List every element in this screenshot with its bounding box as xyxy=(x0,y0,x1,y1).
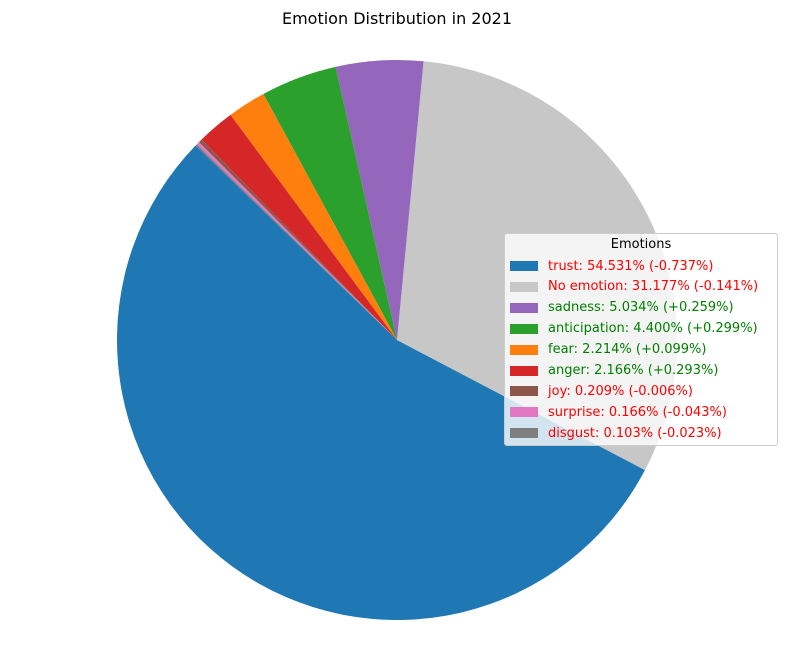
pie-slice-anger xyxy=(201,114,397,340)
legend-title: Emotions xyxy=(610,237,672,252)
legend-label: anger: 2.166% (+0.293%) xyxy=(548,363,719,378)
legend-label: disgust: 0.103% (-0.023%) xyxy=(548,425,722,441)
legend-swatch xyxy=(510,386,538,397)
pie-slice-disgust xyxy=(195,144,397,340)
legend-swatch xyxy=(510,365,538,376)
pie-slice-anticipation xyxy=(263,66,397,340)
legend: Emotions trust: 54.531% (-0.737%) No emot… xyxy=(504,233,778,446)
legend-item-no-emotion: No emotion: 31.177% (-0.141%) xyxy=(510,278,758,296)
pie-slice-surprise xyxy=(196,142,397,340)
pie-slice-joy xyxy=(198,139,397,340)
legend-label: trust: 54.531% (-0.737%) xyxy=(548,258,714,274)
legend-label: surprise: 0.166% (-0.043%) xyxy=(548,404,727,420)
legend-item-trust: trust: 54.531% (-0.737%) xyxy=(510,257,713,275)
legend-item-anticipation: anticipation: 4.400% (+0.299%) xyxy=(510,320,758,338)
legend-label: anticipation: 4.400% (+0.299%) xyxy=(548,321,758,337)
legend-swatch xyxy=(510,281,538,292)
legend-item-anger: anger: 2.166% (+0.293%) xyxy=(510,362,718,380)
legend-label: joy: 0.209% (-0.006%) xyxy=(548,383,693,399)
legend-swatch xyxy=(510,407,538,418)
legend-label: No emotion: 31.177% (-0.141%) xyxy=(548,279,759,295)
legend-label: sadness: 5.034% (+0.259%) xyxy=(548,300,734,316)
legend-item-joy: joy: 0.209% (-0.006%) xyxy=(510,382,693,400)
legend-item-fear: fear: 2.214% (+0.099%) xyxy=(510,341,706,359)
pie-slice-fear xyxy=(230,93,397,340)
pie-slice-trust xyxy=(117,145,645,620)
legend-item-surprise: surprise: 0.166% (-0.043%) xyxy=(510,403,727,421)
legend-swatch xyxy=(510,323,538,334)
legend-swatch xyxy=(510,302,538,313)
legend-swatch xyxy=(510,344,538,355)
legend-item-sadness: sadness: 5.034% (+0.259%) xyxy=(510,299,734,317)
legend-swatch xyxy=(510,428,538,439)
legend-item-disgust: disgust: 0.103% (-0.023%) xyxy=(510,424,722,442)
legend-swatch xyxy=(510,261,538,271)
pie-slice-sadness xyxy=(335,59,424,340)
chart-title: Emotion Distribution in 2021 xyxy=(282,9,512,28)
legend-label: fear: 2.214% (+0.099%) xyxy=(548,342,707,358)
